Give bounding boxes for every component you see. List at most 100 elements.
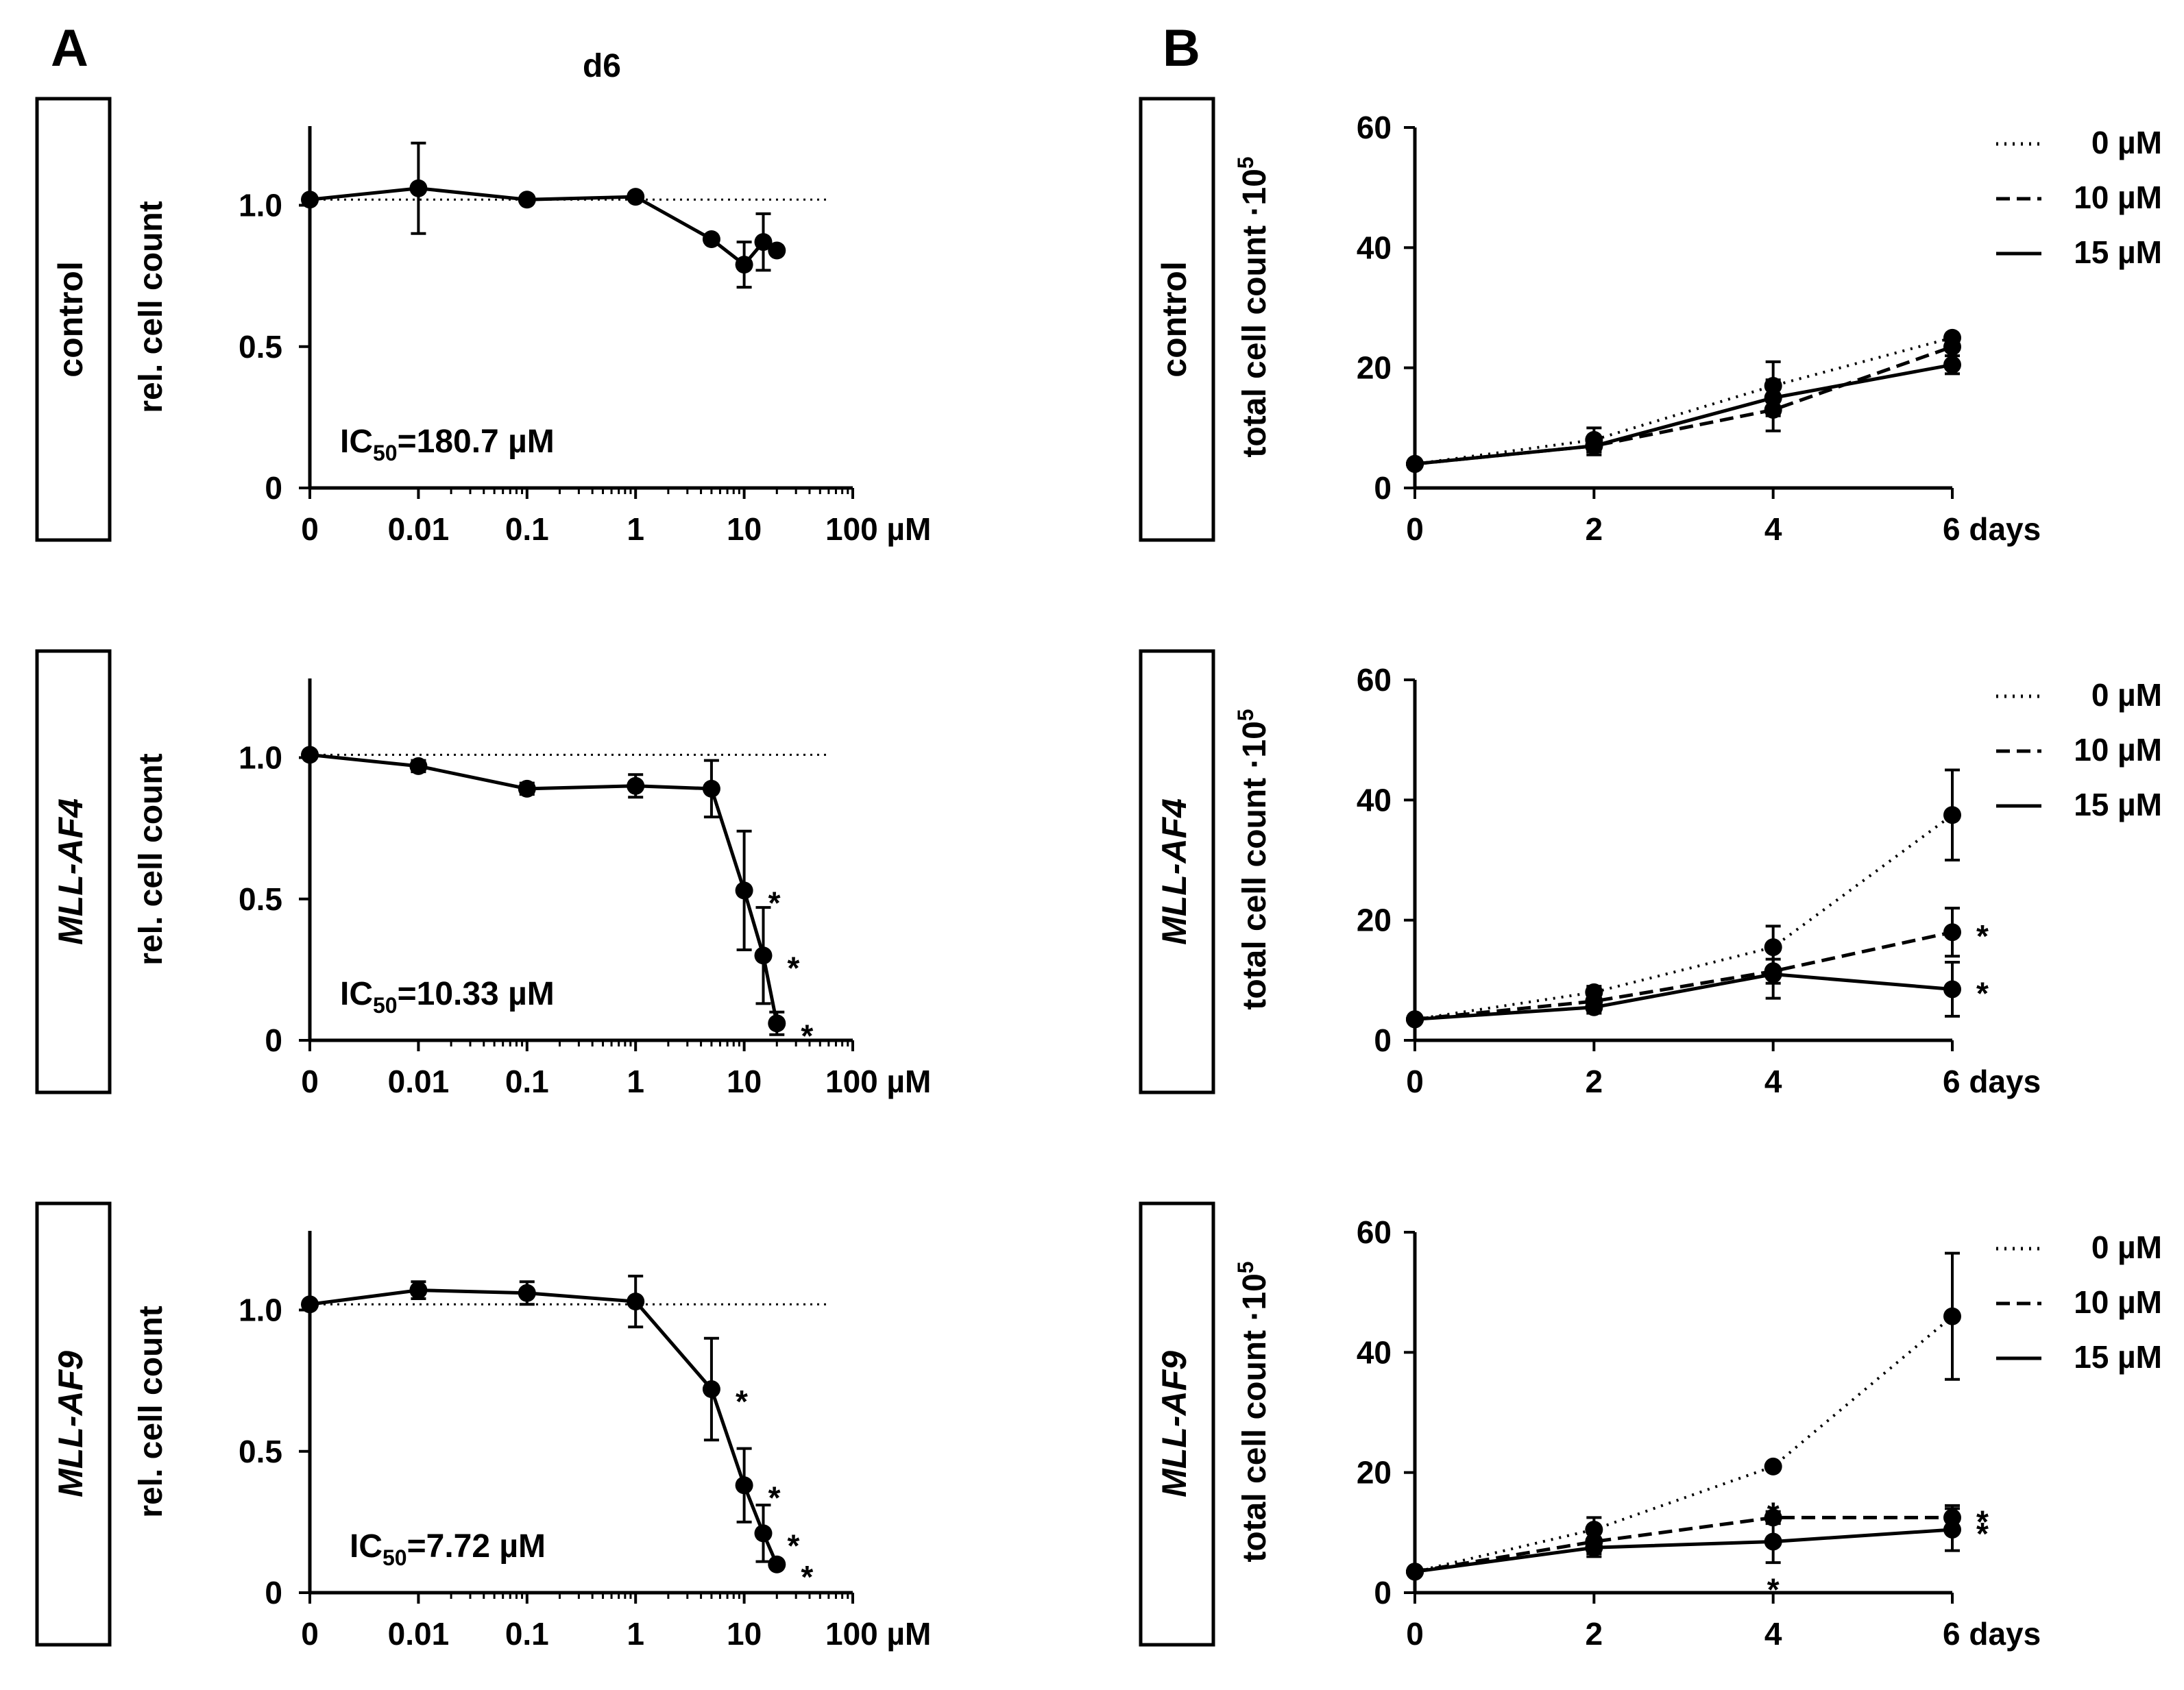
- x-tick-label: 0: [1406, 511, 1424, 547]
- y-tick-label: 20: [1357, 903, 1392, 938]
- y-tick-label: 0: [1374, 1022, 1392, 1058]
- data-point: [518, 191, 536, 209]
- y-axis-title: rel. cell count: [133, 1306, 169, 1517]
- y-axis-title-superscript: 5: [1233, 709, 1258, 721]
- significance-star: *: [1767, 1495, 1780, 1531]
- row-label: control: [51, 261, 90, 377]
- data-point: [1406, 454, 1424, 473]
- significance-star: *: [1976, 1516, 1989, 1552]
- row-label-box: [1139, 97, 1215, 542]
- series-line: [1414, 930, 1953, 1021]
- x-tick-label: 1: [627, 1616, 644, 1652]
- series-line: [1414, 1515, 1952, 1573]
- legend-label: 0 µM: [2091, 1229, 2162, 1265]
- y-tick-label: 0.5: [239, 1434, 282, 1469]
- y-axis-title: rel. cell count: [133, 753, 169, 965]
- data-point: [754, 233, 773, 252]
- ic50-subscript: 50: [373, 993, 398, 1018]
- series-line: [1414, 363, 1953, 466]
- x-tick-label: 4: [1764, 1616, 1782, 1652]
- data-point: [518, 779, 536, 798]
- data-point: [702, 779, 720, 798]
- legend-label: 15 µM: [2074, 787, 2162, 822]
- ic50-prefix: IC: [350, 1528, 383, 1565]
- data-point: [301, 191, 319, 209]
- row-label-box: [1139, 1201, 1215, 1647]
- row-label-box: [35, 649, 112, 1094]
- chart-B-MLL-AF4: 0 2 4 6 days 0 20 40 60 total cell count ·105 0 µ…: [1233, 662, 2162, 1099]
- y-axis-title-text: total cell count ·10: [1237, 1273, 1273, 1562]
- significance-star: *: [788, 950, 800, 985]
- data-point: [301, 746, 319, 764]
- y-tick-label: 0: [265, 1022, 282, 1058]
- y-tick-label: 60: [1357, 1214, 1392, 1250]
- y-axis-title-text: total cell count ·10: [1237, 169, 1273, 457]
- row-label-box: [35, 97, 112, 542]
- x-tick-label: 0: [301, 511, 319, 547]
- legend-label: 15 µM: [2074, 234, 2162, 270]
- significance-star: *: [1976, 1504, 1989, 1539]
- row-label-box: [1139, 649, 1215, 1094]
- y-axis-title: total cell count ·105: [1233, 1261, 1273, 1562]
- data-point: [1585, 437, 1603, 455]
- ic50-prefix: IC: [340, 976, 373, 1012]
- x-tick-label: 0.01: [388, 1064, 450, 1099]
- data-point: [1764, 938, 1782, 957]
- y-axis-title-text: total cell count ·10: [1237, 721, 1273, 1009]
- x-tick-label: 100 µM: [825, 1064, 931, 1099]
- significance-star: *: [1767, 1571, 1780, 1607]
- series-line: [1414, 1315, 1954, 1573]
- x-tick-label: 0.1: [505, 1616, 549, 1652]
- data-point: [1943, 356, 1961, 374]
- data-point: [702, 230, 720, 248]
- x-tick-label: 6 days: [1943, 1616, 2041, 1652]
- series-line: [1414, 972, 1953, 1021]
- y-tick-label: 0: [265, 470, 282, 506]
- data-point: [1943, 806, 1961, 824]
- y-tick-label: 60: [1357, 110, 1392, 145]
- x-tick-label: 1: [627, 511, 644, 547]
- data-point: [627, 1293, 645, 1311]
- y-tick-label: 0.5: [239, 329, 282, 365]
- legend-label: 15 µM: [2074, 1339, 2162, 1375]
- y-tick-label: 1.0: [239, 740, 282, 776]
- significance-star: *: [768, 885, 781, 920]
- data-point: [1406, 1563, 1424, 1581]
- row-label-box: [35, 1201, 112, 1647]
- x-tick-label: 0.1: [505, 1064, 549, 1099]
- data-point: [768, 1014, 786, 1033]
- x-tick-label: 4: [1764, 1064, 1782, 1099]
- data-point: [754, 946, 773, 965]
- data-point: [1764, 1457, 1782, 1475]
- data-point: [1943, 923, 1961, 942]
- data-point: [1943, 1307, 1961, 1325]
- y-tick-label: 0: [1374, 470, 1392, 506]
- x-tick-label: 0: [301, 1616, 319, 1652]
- ic50-subscript: 50: [373, 441, 398, 465]
- y-tick-label: 60: [1357, 662, 1392, 698]
- significance-star: *: [1976, 975, 1989, 1011]
- data-point: [301, 1295, 319, 1314]
- y-tick-label: 0.5: [239, 881, 282, 917]
- significance-star: *: [736, 1384, 748, 1419]
- x-tick-label: 10: [727, 1064, 762, 1099]
- legend-label: 0 µM: [2091, 677, 2162, 713]
- series-line: [1414, 813, 1954, 1021]
- data-point: [1943, 980, 1961, 999]
- data-point: [409, 757, 428, 775]
- chart-A-MLL-AF4: 0 0.01 0.1 1 10 100 µM 0 0.5 1.0 rel. cell count *…: [133, 678, 931, 1099]
- chart-B-control: 0 2 4 6 days 0 20 40 60 total cell count ·105 0 µ…: [1233, 110, 2162, 547]
- x-tick-label: 2: [1586, 1064, 1603, 1099]
- y-tick-label: 20: [1357, 350, 1392, 386]
- y-axis-title-superscript: 5: [1233, 1261, 1258, 1273]
- data-point: [409, 1281, 428, 1299]
- ic50-value: =180.7 µM: [398, 424, 555, 460]
- data-point: [754, 1524, 773, 1543]
- data-point: [735, 1476, 753, 1495]
- x-tick-label: 100 µM: [825, 1616, 931, 1652]
- y-axis-title: total cell count ·105: [1233, 156, 1273, 457]
- data-point: [1585, 998, 1603, 1016]
